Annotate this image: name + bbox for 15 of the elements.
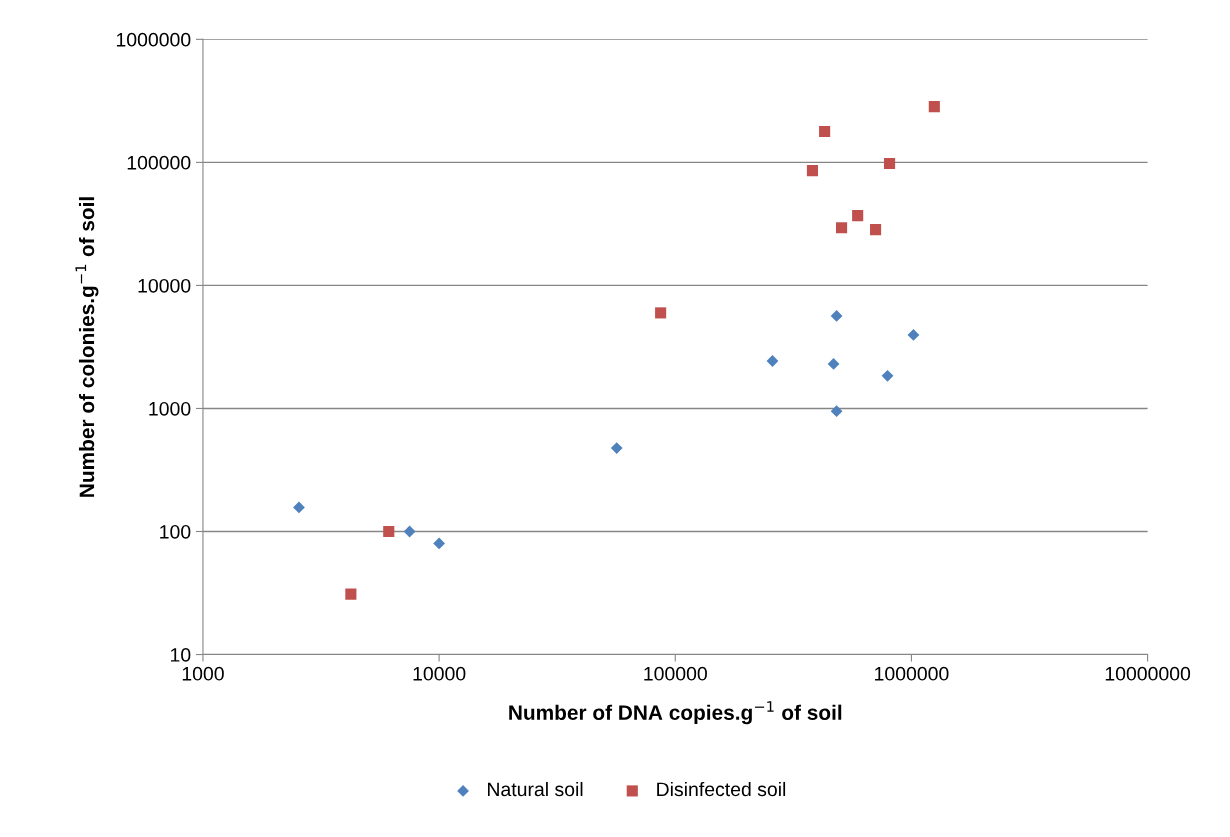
y-tick-label: 10000 — [138, 278, 191, 293]
x-axis-title: Number of DNA copies.g$^{−1}$ of soil — [509, 701, 842, 725]
x-tick-label: 1000000 — [875, 666, 949, 681]
y-tick-label: 100 — [160, 524, 191, 539]
y-axis-title: Number of colonies.g$^{−1}$ of soil — [75, 197, 99, 497]
x-tick-label: 10000 — [413, 666, 466, 681]
y-tick-label: 1000 — [149, 401, 191, 416]
x-tick-label: 10000000 — [1105, 666, 1191, 681]
x-tick-label: 1000 — [182, 666, 224, 681]
y-tick-label: 1000000 — [116, 32, 191, 47]
x-tick-label: 100000 — [644, 666, 707, 681]
y-tick-label: 100000 — [127, 155, 191, 170]
legend-label: Natural soil — [488, 781, 583, 797]
y-tick-label: 10 — [171, 648, 191, 662]
legend-label: Disinfected soil — [657, 781, 786, 797]
